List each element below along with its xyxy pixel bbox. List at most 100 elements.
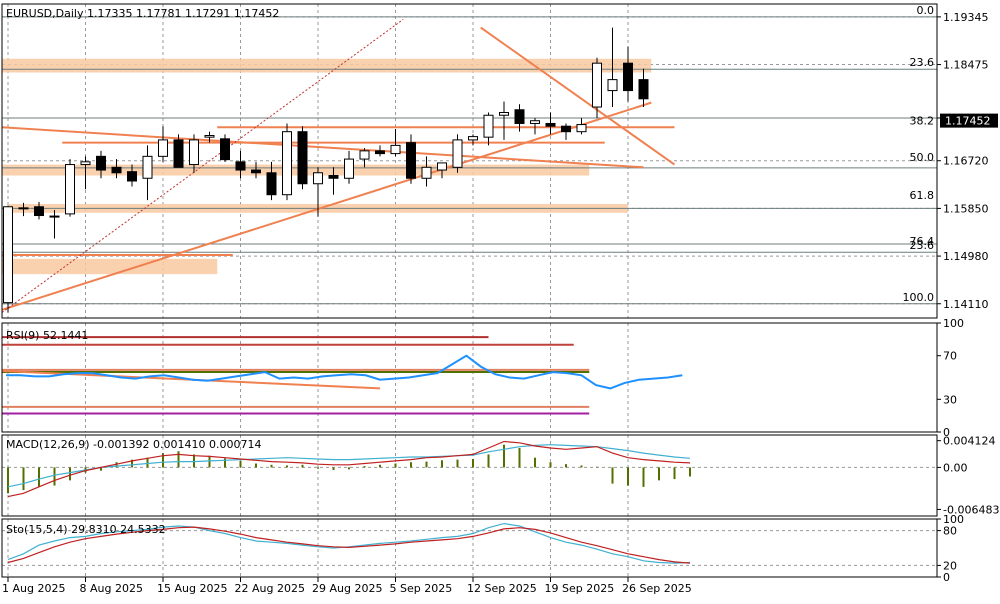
stochastic-signal-line bbox=[7, 526, 691, 564]
macd-axis-label: -0.006483 bbox=[943, 503, 999, 516]
candle bbox=[34, 206, 44, 217]
support-resistance-zone bbox=[2, 164, 590, 176]
time-axis-label: 15 Aug 2025 bbox=[157, 582, 227, 595]
candle bbox=[80, 161, 91, 166]
macd-signal-line bbox=[7, 440, 691, 498]
candle bbox=[111, 166, 122, 174]
rsi-axis-label: 30 bbox=[943, 393, 957, 406]
fibonacci-level-label: 23.6 bbox=[910, 239, 935, 252]
trend-line bbox=[1, 101, 652, 311]
candle bbox=[65, 164, 75, 215]
fibonacci-base-line bbox=[1, 18, 404, 313]
macd-axis-label: 0.00 bbox=[943, 461, 968, 474]
macd-main-line bbox=[7, 444, 691, 488]
time-axis-label: 19 Sep 2025 bbox=[545, 582, 615, 595]
pane-frame bbox=[1, 322, 938, 433]
price-axis-label: 1.19345 bbox=[943, 11, 989, 24]
candle bbox=[173, 139, 184, 168]
candle bbox=[421, 166, 432, 179]
current-price-marker bbox=[940, 113, 998, 128]
candle bbox=[499, 112, 509, 116]
fibonacci-level-label: 23.6 bbox=[910, 56, 935, 69]
candle bbox=[3, 206, 13, 304]
fibonacci-level-label: 50.0 bbox=[910, 151, 935, 164]
current-price-label: 1.17452 bbox=[945, 115, 991, 128]
time-axis-label: 8 Aug 2025 bbox=[80, 582, 143, 595]
candle bbox=[576, 124, 587, 133]
time-axis-label: 29 Aug 2025 bbox=[312, 582, 382, 595]
candle bbox=[96, 155, 106, 171]
rsi-line bbox=[6, 354, 683, 390]
support-resistance-zone bbox=[2, 258, 218, 275]
candle bbox=[561, 125, 571, 133]
fibonacci-level-label: 38.2 bbox=[910, 114, 935, 127]
candle bbox=[592, 62, 602, 108]
stochastic-axis-label: 20 bbox=[943, 559, 957, 572]
candle bbox=[530, 120, 540, 124]
candle bbox=[437, 162, 447, 171]
fibonacci-level-label: 61.8 bbox=[910, 189, 935, 202]
candle bbox=[49, 215, 60, 218]
candle bbox=[142, 155, 153, 179]
price-axis-label: 1.14110 bbox=[943, 298, 989, 311]
candle bbox=[344, 158, 354, 179]
trend-line bbox=[480, 26, 676, 166]
candle bbox=[452, 139, 463, 168]
price-axis-label: 1.14980 bbox=[943, 250, 989, 263]
macd-header: MACD(12,26,9) -0.001392 0.001410 0.00071… bbox=[6, 438, 261, 451]
macd-axis-label: 0.004124 bbox=[943, 435, 996, 448]
rsi-axis-label: 100 bbox=[943, 317, 964, 330]
candle bbox=[468, 136, 478, 141]
rsi-header: RSI(9) 52.1441 bbox=[6, 329, 88, 342]
stochastic-axis-label: 100 bbox=[943, 513, 964, 526]
candle bbox=[297, 131, 308, 185]
stochastic-header: Sto(15,5,4) 29.8310 24.5332 bbox=[6, 523, 166, 536]
time-axis-label: 22 Aug 2025 bbox=[235, 582, 305, 595]
support-resistance-zone bbox=[2, 58, 652, 73]
fibonacci-level-label: 76.4 bbox=[910, 235, 935, 248]
stochastic-axis-label: 0 bbox=[943, 571, 950, 584]
candle bbox=[406, 142, 416, 179]
price-axis-label: 1.16720 bbox=[943, 155, 989, 168]
fibonacci-level-label: 0.0 bbox=[917, 4, 935, 17]
candle bbox=[189, 139, 199, 166]
pane-frame bbox=[1, 434, 938, 517]
time-axis-label: 1 Aug 2025 bbox=[2, 582, 65, 595]
candle bbox=[282, 131, 292, 196]
candle bbox=[158, 139, 168, 157]
candle bbox=[623, 62, 633, 92]
rsi-axis-label: 70 bbox=[943, 350, 957, 363]
candle bbox=[359, 150, 370, 160]
candle bbox=[375, 150, 385, 155]
candle bbox=[220, 138, 230, 161]
candle bbox=[607, 79, 618, 92]
time-axis-label: 12 Sep 2025 bbox=[467, 582, 537, 595]
candle bbox=[127, 171, 137, 182]
price-chart-header: EURUSD,Daily 1.17335 1.17781 1.17291 1.1… bbox=[6, 7, 279, 20]
candle bbox=[251, 169, 261, 174]
price-pane bbox=[1, 16, 998, 313]
stochastic-axis-label: 80 bbox=[943, 525, 957, 538]
candle bbox=[483, 114, 494, 138]
price-axis-label: 1.17500 bbox=[943, 112, 989, 125]
candle bbox=[313, 172, 323, 185]
fibonacci-level-label: 100.0 bbox=[903, 291, 935, 304]
price-axis-label: 1.18475 bbox=[943, 59, 989, 72]
candle bbox=[235, 161, 246, 171]
rsi-axis-label: 0 bbox=[943, 426, 950, 439]
candle bbox=[545, 122, 556, 127]
candle bbox=[638, 79, 649, 100]
candle bbox=[266, 172, 277, 196]
candle bbox=[514, 109, 525, 124]
price-axis-label: 1.15850 bbox=[943, 202, 989, 215]
candle bbox=[328, 175, 339, 179]
candle bbox=[204, 135, 215, 138]
pane-frame bbox=[1, 3, 938, 319]
time-axis-label: 5 Sep 2025 bbox=[390, 582, 453, 595]
candle bbox=[390, 144, 401, 155]
candle bbox=[18, 207, 29, 210]
trend-line bbox=[1, 126, 644, 169]
time-axis-label: 26 Sep 2025 bbox=[622, 582, 692, 595]
